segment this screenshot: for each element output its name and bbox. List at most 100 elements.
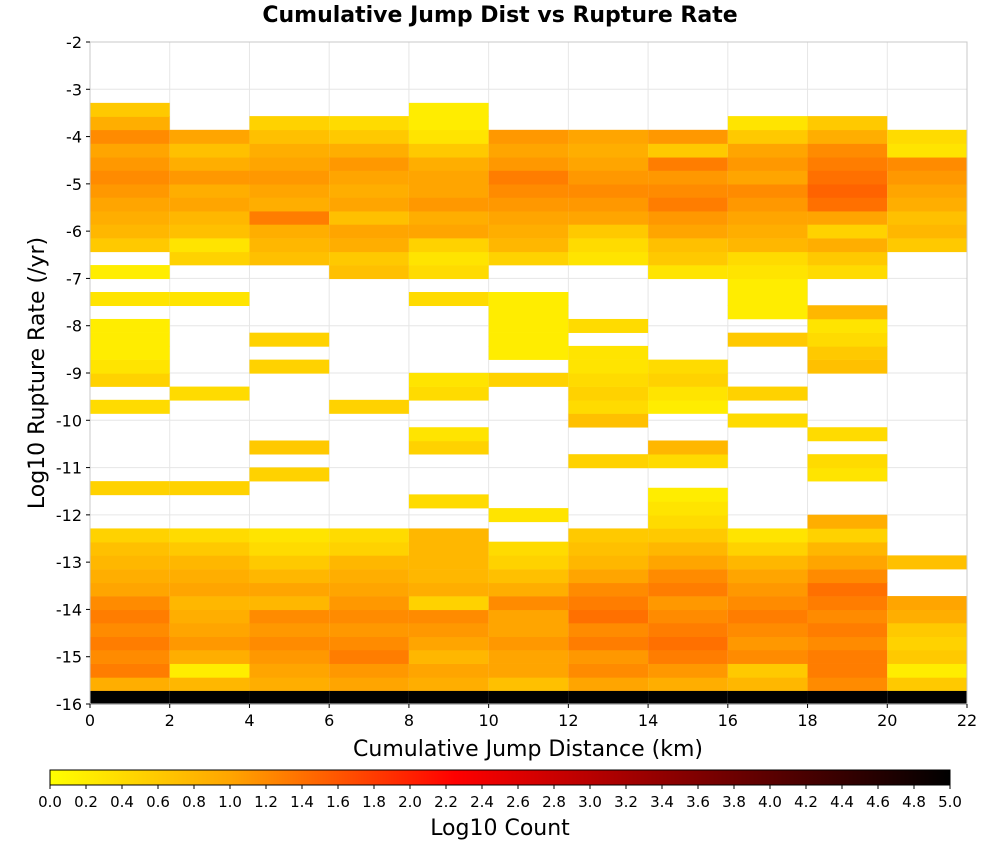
colorbar-tick-label: 1.6 [326, 793, 350, 811]
heatmap-cell [488, 197, 569, 212]
heatmap-cell [727, 156, 808, 171]
heatmap-cell [169, 569, 250, 584]
heatmap-cell [90, 541, 170, 556]
y-tick-label: -2 [66, 33, 82, 52]
heatmap-cell [807, 265, 888, 280]
heatmap-cell [807, 116, 888, 131]
heatmap-cell [568, 224, 649, 239]
y-tick-label: -6 [66, 222, 82, 241]
heatmap-cell [329, 210, 409, 225]
heatmap-cell [648, 183, 728, 198]
heatmap-cell [249, 116, 330, 131]
heatmap-cell [568, 454, 649, 469]
y-tick-label: -16 [56, 695, 82, 714]
heatmap-cell [727, 278, 808, 293]
heatmap-cell [807, 170, 888, 185]
heatmap-cell [329, 596, 409, 611]
heatmap-cell [807, 676, 888, 691]
colorbar-tick-label: 0.0 [38, 793, 62, 811]
x-tick-label: 6 [324, 711, 334, 730]
heatmap-cell [488, 649, 569, 664]
heatmap-cell [648, 569, 728, 584]
heatmap-cell [568, 413, 649, 428]
heatmap-cell [249, 129, 330, 144]
heatmap-cell [807, 514, 888, 529]
x-tick-label: 10 [478, 711, 498, 730]
heatmap-cell [249, 555, 330, 570]
heatmap-cell [408, 690, 489, 705]
heatmap-cell [568, 197, 649, 212]
heatmap-cell [408, 265, 489, 280]
heatmap-cell [329, 143, 409, 158]
heatmap-cell [249, 541, 330, 556]
heatmap-cell [887, 170, 967, 185]
heatmap-cell [169, 210, 250, 225]
heatmap-cell [648, 663, 728, 678]
heatmap-cell [408, 292, 489, 307]
heatmap-cell [169, 596, 250, 611]
heatmap-cell [90, 555, 170, 570]
heatmap-cell [568, 251, 649, 266]
heatmap-cell [807, 238, 888, 253]
heatmap-cell [169, 224, 250, 239]
x-tick-label: 4 [244, 711, 254, 730]
heatmap-cell [408, 636, 489, 651]
heatmap-cell [329, 238, 409, 253]
heatmap-cell [408, 224, 489, 239]
heatmap-cell [568, 143, 649, 158]
heatmap-cell [807, 555, 888, 570]
heatmap-cell [488, 569, 569, 584]
heatmap-cell [169, 251, 250, 266]
colorbar-tick-label: 1.8 [362, 793, 386, 811]
heatmap-cell [727, 413, 808, 428]
heatmap-cell [807, 183, 888, 198]
heatmap-cell [488, 676, 569, 691]
heatmap-cell [249, 467, 330, 482]
heatmap-cell [887, 636, 967, 651]
heatmap-cell [488, 224, 569, 239]
heatmap-cell [90, 156, 170, 171]
heatmap-cell [408, 116, 489, 131]
heatmap-cell [329, 251, 409, 266]
colorbar-tick-label: 4.8 [902, 793, 926, 811]
heatmap-cell [648, 197, 728, 212]
y-axis-label: Log10 Rupture Rate (/yr) [25, 237, 50, 509]
heatmap-cell [568, 541, 649, 556]
heatmap-cell [249, 359, 330, 374]
colorbar-tick-label: 1.4 [290, 793, 314, 811]
heatmap-cell [488, 623, 569, 638]
heatmap-cell [329, 156, 409, 171]
x-tick-label: 20 [877, 711, 897, 730]
heatmap-cell [169, 143, 250, 158]
x-axis-ticks: 0 2 4 6 8 10 12 14 16 18 20 22 [85, 704, 977, 730]
heatmap-cell [807, 210, 888, 225]
colorbar-tick-label: 3.6 [686, 793, 710, 811]
heatmap-cell [727, 251, 808, 266]
heatmap-cell [807, 569, 888, 584]
y-tick-label: -11 [56, 459, 82, 478]
heatmap-cell [648, 251, 728, 266]
y-tick-label: -5 [66, 175, 82, 194]
heatmap-cell [169, 636, 250, 651]
heatmap-cell [568, 609, 649, 624]
colorbar-tick-label: 2.4 [470, 793, 494, 811]
heatmap-cell [408, 541, 489, 556]
heatmap-cell [90, 292, 170, 307]
heatmap-cell [249, 676, 330, 691]
heatmap-cell [488, 238, 569, 253]
heatmap-cell [329, 265, 409, 280]
heatmap-cell [408, 170, 489, 185]
heatmap-cell [568, 359, 649, 374]
heatmap-cell [169, 292, 250, 307]
heatmap-cell [329, 183, 409, 198]
heatmap-cell [887, 129, 967, 144]
heatmap-cell [408, 555, 489, 570]
heatmap-cell [488, 372, 569, 387]
heatmap-cell [90, 197, 170, 212]
heatmap-cell [727, 676, 808, 691]
heatmap-cell [329, 690, 409, 705]
colorbar-tick-label: 0.2 [74, 793, 98, 811]
heatmap-cell [727, 596, 808, 611]
heatmap-cell [169, 528, 250, 543]
heatmap-cell [807, 156, 888, 171]
